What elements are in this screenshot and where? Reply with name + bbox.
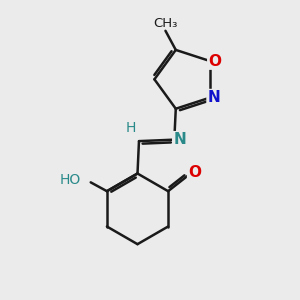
Text: N: N <box>173 132 186 147</box>
Text: HO: HO <box>59 173 80 187</box>
Text: CH₃: CH₃ <box>153 17 178 30</box>
Text: O: O <box>188 164 201 179</box>
Text: N: N <box>208 90 220 105</box>
Text: O: O <box>208 54 221 69</box>
Text: H: H <box>125 121 136 135</box>
